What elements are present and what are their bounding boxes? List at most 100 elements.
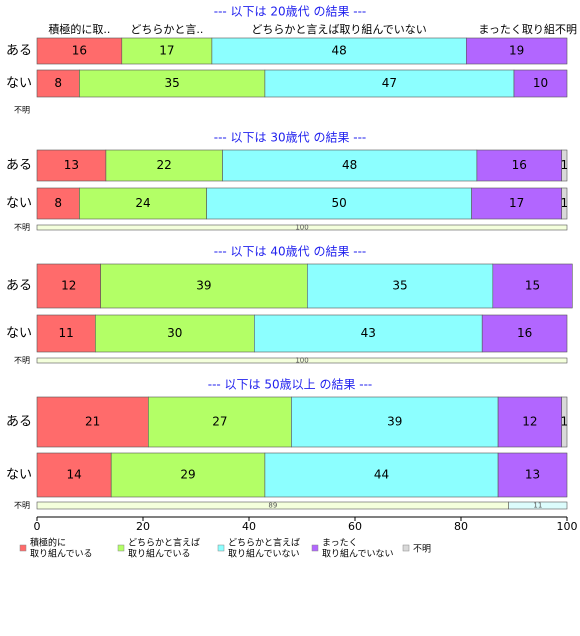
bar-segment [36,224,568,231]
row-label: ない [6,326,32,341]
bar-segment [79,69,266,98]
legend-label: 取り組んでいる [128,548,191,560]
bar-segment [95,314,255,353]
value-label: 43 [361,326,376,340]
bar-segment [561,396,568,448]
value-label: 15 [525,279,540,293]
bar-segment [291,396,499,448]
bar-segment [561,187,568,220]
legend-label: 取り組んでいない [322,548,394,560]
x-tick-label: 0 [34,520,41,533]
value-label: 39 [387,415,402,429]
value-label: 16 [517,326,532,340]
value-label: 11 [59,326,74,340]
value-label: 100 [295,357,308,365]
value-label: 17 [509,196,524,210]
legend-swatch [311,544,319,552]
column-header: どちらかと言.. [130,23,203,36]
bar-segment [100,263,308,309]
value-label: 19 [509,44,524,58]
legend-label: 取り組んでいる [30,548,93,560]
value-label: 17 [159,44,174,58]
bar-segment [36,149,107,182]
column-header: 不明 [555,23,577,36]
value-label: 13 [525,468,540,482]
bar-segment [36,396,149,448]
bar-segment [36,357,568,364]
value-label: 22 [157,158,172,172]
bar-segment [36,37,123,65]
bar-segment [492,263,573,309]
row-label: ある [6,279,32,294]
value-label: 16 [72,44,87,58]
bar-segment [306,263,494,309]
value-label: 35 [392,279,407,293]
column-header: まったく取り組 [478,23,555,36]
row-label: ない [6,196,32,211]
legend-label: どちらかと言えば [228,537,300,549]
bar-segment [254,314,483,353]
value-label: 14 [66,468,81,482]
bar-segment [508,501,568,510]
value-label: 50 [331,196,346,210]
value-label: 1 [561,158,569,172]
bar-segment [105,149,223,182]
x-tick-label: 40 [242,520,256,533]
bar-segment [561,149,568,182]
row-label: ない [6,468,32,483]
value-label: 16 [512,158,527,172]
row-label: ある [6,158,32,173]
legend-label: まったく [322,538,358,549]
bar-segment [211,37,467,65]
value-label: 1 [561,196,569,210]
bar-segment [79,187,207,220]
value-label: 100 [295,224,308,232]
bar-segment [206,187,472,220]
panel-title: --- 以下は 30歳代 の結果 --- [214,131,367,145]
x-tick-label: 20 [136,520,150,533]
value-label: 13 [64,158,79,172]
bar-segment [36,69,80,98]
bar-segment [465,37,568,65]
row-label: 不明 [14,223,30,232]
x-tick-label: 80 [454,520,468,533]
bar-segment [497,396,563,448]
bar-segment [264,452,499,498]
value-label: 24 [135,196,150,210]
bar-segment [36,187,80,220]
column-header: 積極的に取.. [48,22,110,36]
value-label: 10 [533,76,548,90]
row-label: 不明 [14,106,30,115]
value-label: 12 [522,415,537,429]
bar-segment [481,314,568,353]
bar-segment [497,452,568,498]
value-label: 35 [165,76,180,90]
bar-segment [148,396,292,448]
bar-segment [36,314,96,353]
value-label: 29 [180,468,195,482]
x-tick-label: 60 [348,520,362,533]
row-label: ある [6,415,32,430]
panel-title: --- 以下は 50歳以上 の結果 --- [208,378,373,392]
bar-segment [36,263,101,309]
value-label: 39 [196,279,211,293]
bar-segment [264,69,515,98]
value-label: 30 [167,326,182,340]
row-label: 不明 [14,356,30,365]
legend-label: 不明 [413,544,431,555]
value-label: 8 [54,76,62,90]
value-label: 11 [533,502,542,510]
row-label: 不明 [14,501,30,510]
legend-swatch [402,544,410,552]
value-label: 44 [374,468,389,482]
panel-title: --- 以下は 40歳代 の結果 --- [214,245,367,259]
bar-segment [121,37,213,65]
bar-segment [513,69,568,98]
bar-segment [476,149,562,182]
value-label: 12 [61,279,76,293]
legend-swatch [217,544,225,552]
bar-segment [110,452,266,498]
value-label: 89 [268,502,277,510]
value-label: 27 [212,415,227,429]
